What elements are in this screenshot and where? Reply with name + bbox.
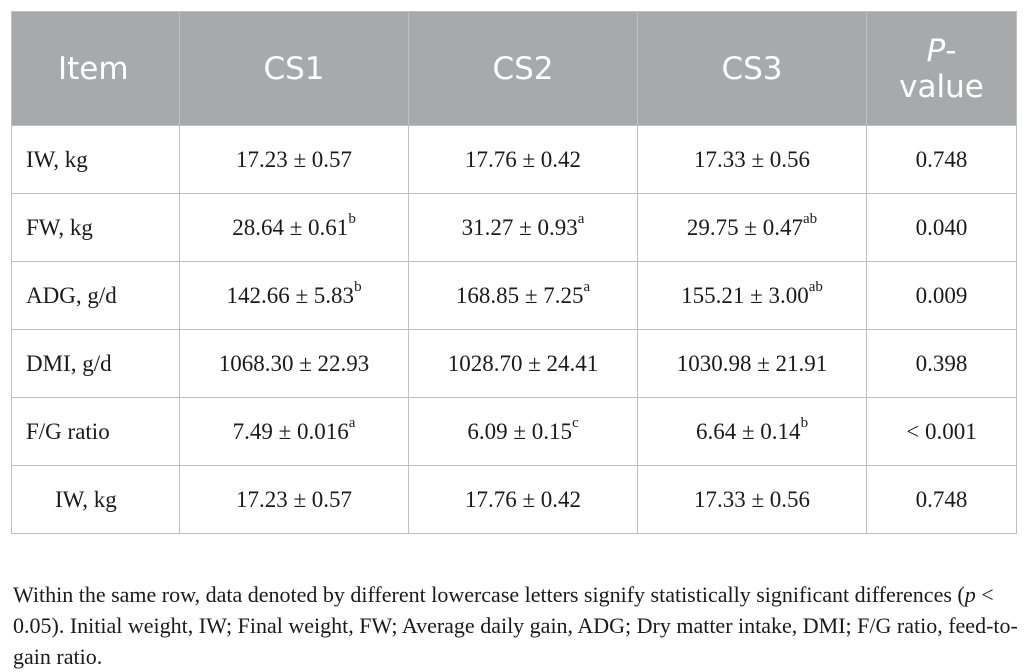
cell-cs2: 6.09 ± 0.15c <box>408 397 638 466</box>
cell-value: 142.66 ± 5.83 <box>226 282 355 308</box>
header-item: Item <box>11 11 180 126</box>
row-item: ADG, g/d <box>11 261 180 330</box>
cell-superscript: b <box>800 414 809 431</box>
cell-cs2: 168.85 ± 7.25a <box>408 261 638 330</box>
table-row: IW, kg 17.23 ± 0.57 17.76 ± 0.42 17.33 ±… <box>11 125 1017 194</box>
cell-cs2: 17.76 ± 0.42 <box>408 125 638 194</box>
cell-cs1: 17.23 ± 0.57 <box>179 125 409 194</box>
row-item: IW, kg <box>11 125 180 194</box>
header-row: Item CS1 CS2 CS3 P-value <box>11 11 1017 126</box>
header-cs2: CS2 <box>408 11 638 126</box>
row-item: DMI, g/d <box>11 329 180 398</box>
cell-value: 155.21 ± 3.00 <box>681 282 809 308</box>
cell-cs1: 28.64 ± 0.61b <box>179 193 409 262</box>
cell-value: 1068.30 ± 22.93 <box>218 350 370 376</box>
cell-cs1: 7.49 ± 0.016a <box>179 397 409 466</box>
cell-cs1: 17.23 ± 0.57 <box>179 465 409 534</box>
table-row: IW, kg 17.23 ± 0.57 17.76 ± 0.42 17.33 ±… <box>11 465 1017 534</box>
footnote-text-end: < 0.05). Initial weight, IW; Final weigh… <box>13 582 1018 669</box>
header-cs3: CS3 <box>637 11 867 126</box>
cell-cs3: 1030.98 ± 21.91 <box>637 329 867 398</box>
header-cs1: CS1 <box>179 11 409 126</box>
cell-cs1: 142.66 ± 5.83b <box>179 261 409 330</box>
cell-pvalue: 0.748 <box>866 125 1017 194</box>
row-item: IW, kg <box>11 465 180 534</box>
header-pvalue-word: value <box>899 68 984 105</box>
results-table: Item CS1 CS2 CS3 P-value IW, kg 17.23 ± … <box>11 11 1017 534</box>
table-row: FW, kg 28.64 ± 0.61b 31.27 ± 0.93a 29.75… <box>11 193 1017 262</box>
header-pvalue-letter: P <box>926 32 946 69</box>
cell-cs3: 155.21 ± 3.00ab <box>637 261 867 330</box>
cell-superscript: a <box>577 210 585 227</box>
cell-value: 28.64 ± 0.61 <box>232 214 349 240</box>
cell-value: 17.76 ± 0.42 <box>464 146 582 172</box>
cell-cs3: 17.33 ± 0.56 <box>637 125 867 194</box>
row-item: F/G ratio <box>11 397 180 466</box>
cell-superscript: ab <box>802 210 818 227</box>
cell-value: 17.23 ± 0.57 <box>235 486 353 512</box>
footnote-p-letter: p <box>964 582 976 607</box>
table-container: Item CS1 CS2 CS3 P-value IW, kg 17.23 ± … <box>11 11 1017 534</box>
cell-value: 6.64 ± 0.14 <box>695 418 801 444</box>
header-pvalue: P-value <box>866 11 1017 126</box>
cell-cs1: 1068.30 ± 22.93 <box>179 329 409 398</box>
table-footnote: Within the same row, data denoted by dif… <box>13 579 1018 672</box>
cell-cs2: 31.27 ± 0.93a <box>408 193 638 262</box>
cell-cs3: 6.64 ± 0.14b <box>637 397 867 466</box>
table-row: DMI, g/d 1068.30 ± 22.93 1028.70 ± 24.41… <box>11 329 1017 398</box>
cell-value: 17.23 ± 0.57 <box>235 146 353 172</box>
cell-value: 17.33 ± 0.56 <box>693 146 811 172</box>
cell-value: 17.33 ± 0.56 <box>693 486 811 512</box>
cell-pvalue: 0.009 <box>866 261 1017 330</box>
cell-pvalue: < 0.001 <box>866 397 1017 466</box>
table-row: ADG, g/d 142.66 ± 5.83b 168.85 ± 7.25a 1… <box>11 261 1017 330</box>
cell-value: 1030.98 ± 21.91 <box>676 350 828 376</box>
cell-cs3: 17.33 ± 0.56 <box>637 465 867 534</box>
cell-superscript: a <box>583 278 591 295</box>
cell-superscript: b <box>354 278 362 295</box>
cell-value: 7.49 ± 0.016 <box>232 418 349 444</box>
cell-pvalue: 0.748 <box>866 465 1017 534</box>
cell-pvalue: 0.040 <box>866 193 1017 262</box>
cell-superscript: b <box>348 210 356 227</box>
cell-cs2: 1028.70 ± 24.41 <box>408 329 638 398</box>
footnote-text-start: Within the same row, data denoted by dif… <box>13 582 965 607</box>
cell-superscript: c <box>571 414 579 431</box>
table-row: F/G ratio 7.49 ± 0.016a 6.09 ± 0.15c 6.6… <box>11 397 1017 466</box>
cell-value: 17.76 ± 0.42 <box>464 486 582 512</box>
cell-value: 1028.70 ± 24.41 <box>447 350 599 376</box>
cell-value: 31.27 ± 0.93 <box>461 214 578 240</box>
cell-superscript: a <box>348 414 356 431</box>
cell-value: 29.75 ± 0.47 <box>686 214 803 240</box>
row-item: FW, kg <box>11 193 180 262</box>
header-pvalue-hyphen: - <box>945 32 957 69</box>
cell-cs2: 17.76 ± 0.42 <box>408 465 638 534</box>
cell-pvalue: 0.398 <box>866 329 1017 398</box>
cell-cs3: 29.75 ± 0.47ab <box>637 193 867 262</box>
cell-value: 6.09 ± 0.15 <box>467 418 572 444</box>
cell-superscript: ab <box>808 278 823 295</box>
cell-value: 168.85 ± 7.25 <box>455 282 584 308</box>
